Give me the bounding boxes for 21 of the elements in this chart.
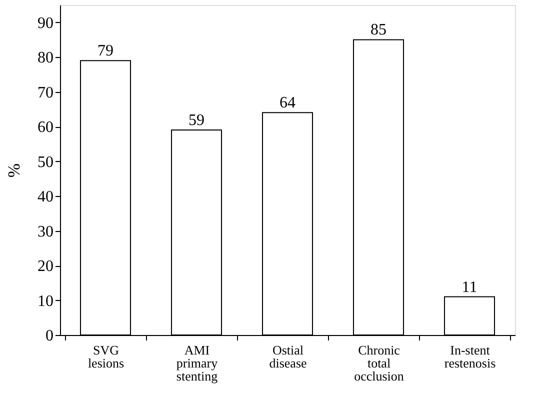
y-tick-label: 40: [38, 188, 54, 206]
data-label: 85: [370, 22, 386, 39]
y-tick-label: 60: [38, 119, 54, 136]
y-tick-label: 0: [46, 328, 54, 344]
x-tick-label: Chronic total occlusion: [354, 342, 404, 384]
y-tick-label: 20: [38, 258, 54, 276]
y-tick-label: 90: [38, 14, 54, 32]
data-label: 79: [98, 42, 114, 60]
y-tick-label: 50: [38, 154, 54, 171]
y-tick-label: 70: [38, 84, 54, 102]
data-label: 64: [280, 94, 296, 112]
data-label: 59: [188, 112, 204, 130]
y-axis-title: %: [4, 163, 24, 178]
x-tick-label: AMI primary stenting: [176, 342, 218, 384]
x-tick-label: In-stent restenosis: [444, 342, 496, 370]
y-tick-label: 10: [38, 292, 54, 310]
y-tick-label: 80: [38, 50, 54, 67]
data-label: 11: [462, 278, 478, 296]
y-tick-label: 30: [38, 223, 54, 240]
x-tick-label: SVG lesions: [88, 342, 124, 370]
x-tick-label: Ostial disease: [269, 342, 307, 370]
